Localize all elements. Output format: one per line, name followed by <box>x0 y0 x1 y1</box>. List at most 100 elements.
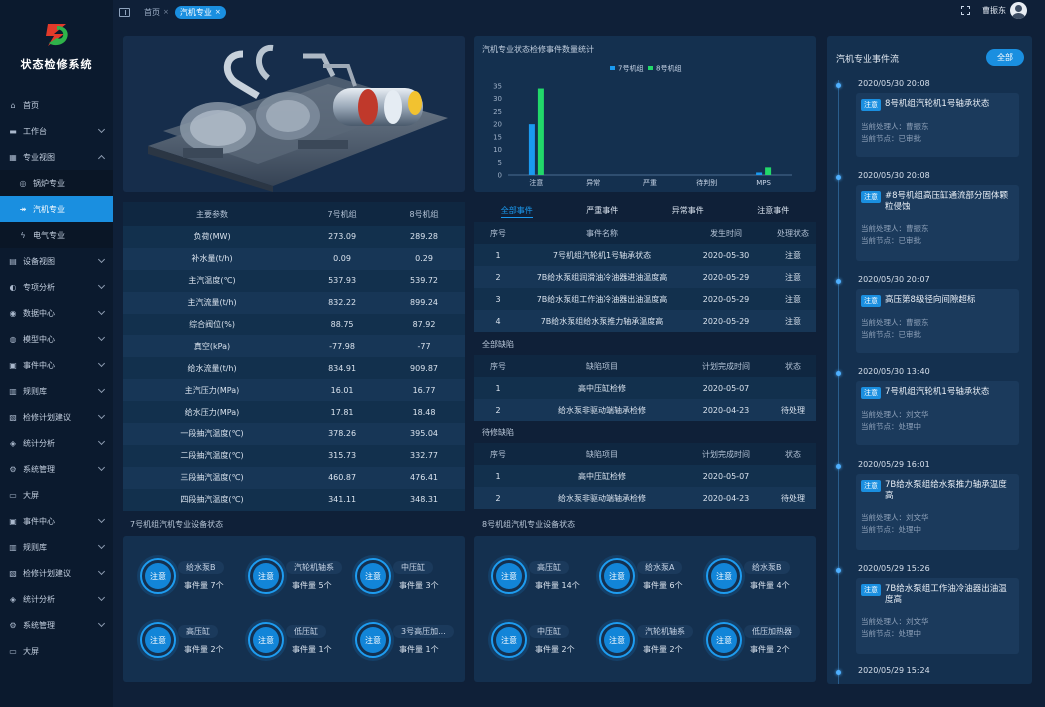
all-events-button[interactable]: 全部 <box>986 49 1024 66</box>
tab-severe-events[interactable]: 严重事件 <box>560 202 646 220</box>
table-row[interactable]: 2 给水泵非驱动端轴承检修 2020-04-23 待处理 <box>474 487 816 509</box>
chevron-down-icon <box>97 255 106 264</box>
sidebar-item-stats[interactable]: ◈ 统计分析 <box>0 430 113 456</box>
close-icon[interactable]: × <box>163 8 169 16</box>
event-date: 2020-05-29 <box>682 266 770 288</box>
device-status-item[interactable]: 注意 中压缸 事件量 2个 <box>491 622 591 662</box>
device-status-item[interactable]: 注意 汽轮机轴系 事件量 5个 <box>248 558 348 598</box>
pending-defects-panel: 序号 缺陷项目 计划完成时间 状态 1 高中压缸检修 2020-05-07 2 给水泵… <box>474 443 816 509</box>
event-time: 2020/05/30 20:08 <box>858 171 930 180</box>
param-value: 87.92 <box>383 313 465 336</box>
sidebar-item-model-center[interactable]: ◍ 模型中心 <box>0 326 113 352</box>
param-value: 273.09 <box>301 226 384 248</box>
y-tick-label: 25 <box>493 108 502 116</box>
username[interactable]: 曹振东 <box>982 6 1006 15</box>
param-name: 三段抽汽温度(℃) <box>123 466 302 489</box>
grid-icon: ▦ <box>9 152 17 162</box>
sidebar-item-big-screen[interactable]: ▭ 大屏 <box>0 482 113 508</box>
event-title: 7号机组汽轮机1号轴承状态 <box>885 387 990 397</box>
sidebar-item-boiler[interactable]: ◎ 锅炉专业 <box>0 170 113 196</box>
sidebar-item-event-center-2[interactable]: ▣ 事件中心 <box>0 508 113 534</box>
event-count: 事件量 14个 <box>535 581 580 590</box>
device-status-item[interactable]: 注意 给水泵A 事件量 6个 <box>599 558 699 598</box>
event-count: 事件量 5个 <box>292 581 332 590</box>
sidebar-item-workbench[interactable]: ▬ 工作台 <box>0 118 113 144</box>
event-card[interactable]: 注意 高压第8级径向间隙超标 当前处理人：曹振东 当前节点：已审批 <box>856 289 1019 353</box>
sidebar-item-system-2[interactable]: ⚙ 系统管理 <box>0 612 113 638</box>
avatar[interactable] <box>1010 2 1027 19</box>
event-count: 事件量 4个 <box>750 581 790 590</box>
close-icon[interactable]: × <box>214 8 221 16</box>
event-count: 事件量 1个 <box>292 645 332 654</box>
table-row: 真空(kPa) -77.98 -77 <box>123 335 465 358</box>
row-index: 3 <box>474 288 522 310</box>
table-row[interactable]: 2 给水泵非驱动端轴承检修 2020-04-23 待处理 <box>474 399 816 421</box>
tab-home[interactable]: 首页 × <box>144 7 169 18</box>
status-badge: 注意 <box>253 563 279 589</box>
tab-abnormal-events[interactable]: 异常事件 <box>645 202 731 220</box>
device-status-item[interactable]: 注意 低压缸 事件量 1个 <box>248 622 348 662</box>
sidebar-item-electrical[interactable]: ϟ 电气专业 <box>0 222 113 248</box>
event-card[interactable]: 注意 7B给水泵组给水泵推力轴承温度高 当前处理人：刘文华 当前节点：处理中 <box>856 474 1019 550</box>
column-header: 处理状态 <box>770 222 816 244</box>
status-ring: 注意 <box>599 558 635 594</box>
table-row[interactable]: 1 高中压缸检修 2020-05-07 <box>474 377 816 399</box>
event-card[interactable]: 注意 #8号机组高压缸通流部分固体颗粒侵蚀 当前处理人：曹振东 当前节点：已审批 <box>856 185 1019 261</box>
sidebar-item-turbine[interactable]: ↠ 汽机专业 <box>0 196 113 222</box>
sidebar-item-rules[interactable]: ▥ 规则库 <box>0 378 113 404</box>
table-row[interactable]: 3 7B给水泵组工作油冷油器出油温度高 2020-05-29 注意 <box>474 288 816 310</box>
sidebar-item-discipline-view[interactable]: ▦ 专业视图 <box>0 144 113 170</box>
sidebar-item-system[interactable]: ⚙ 系统管理 <box>0 456 113 482</box>
device-name: 高压缸 <box>529 561 569 574</box>
table-row[interactable]: 2 7B给水泵组润滑油冷油器进油温度高 2020-05-29 注意 <box>474 266 816 288</box>
device-status-item[interactable]: 注意 给水泵B 事件量 4个 <box>706 558 806 598</box>
sidebar-item-plan[interactable]: ▧ 检修计划建议 <box>0 404 113 430</box>
sidebar-item-analysis[interactable]: ◐ 专项分析 <box>0 274 113 300</box>
status-ring: 注意 <box>248 622 284 658</box>
app-logo <box>45 24 68 46</box>
rules-icon: ▥ <box>9 542 17 552</box>
sidebar-item-data-center[interactable]: ◉ 数据中心 <box>0 300 113 326</box>
sidebar-item-rules-2[interactable]: ▥ 规则库 <box>0 534 113 560</box>
chevron-down-icon <box>97 411 106 420</box>
logo-area: 状态检修系统 <box>0 0 113 92</box>
param-value: 539.72 <box>383 269 465 292</box>
legend-swatch <box>648 66 653 70</box>
lightning-icon: ϟ <box>20 230 26 240</box>
event-card[interactable]: 注意 7号机组汽轮机1号轴承状态 当前处理人：刘文华 当前节点：处理中 <box>856 381 1019 445</box>
status-badge: 注意 <box>711 627 737 653</box>
device-status-item[interactable]: 注意 低压加热器 事件量 2个 <box>706 622 806 662</box>
table-row[interactable]: 4 7B给水泵组给水泵推力轴承温度高 2020-05-29 注意 <box>474 310 816 332</box>
status-ring: 注意 <box>491 558 527 594</box>
table-row[interactable]: 1 7号机组汽轮机1号轴承状态 2020-05-30 注意 <box>474 244 816 266</box>
event-name: 7B给水泵组工作油冷油器出油温度高 <box>522 288 682 310</box>
x-tick-label: 待判别 <box>696 178 717 187</box>
sidebar-item-plan-2[interactable]: ▧ 检修计划建议 <box>0 560 113 586</box>
fullscreen-icon[interactable] <box>961 6 970 15</box>
sidebar-item-home[interactable]: ⌂ 首页 <box>0 92 113 118</box>
sidebar-item-device-view[interactable]: ▤ 设备视图 <box>0 248 113 274</box>
device-status-item[interactable]: 注意 高压缸 事件量 2个 <box>140 622 240 662</box>
event-count-chart: 7号机组 8号机组 0 5 10 15 20 25 30 35 注意 异常 严重 待判别 MPS <box>493 64 792 187</box>
device-status-item[interactable]: 注意 3号高压加... 事件量 1个 <box>355 622 455 662</box>
table-row[interactable]: 1 高中压缸检修 2020-05-07 <box>474 465 816 487</box>
event-card[interactable]: 注意 8号机组汽轮机1号轴承状态 当前处理人：曹振东 当前节点：已审批 <box>856 93 1019 157</box>
column-header: 7号机组 <box>301 202 384 226</box>
device-status-item[interactable]: 注意 汽轮机轴系 事件量 2个 <box>599 622 699 662</box>
event-title: 8号机组汽轮机1号轴承状态 <box>885 99 990 109</box>
sidebar-item-big-screen-2[interactable]: ▭ 大屏 <box>0 638 113 664</box>
event-stream-title: 汽机专业事件流 <box>836 55 900 65</box>
device-status-item[interactable]: 注意 高压缸事件量 14个 <box>491 558 591 598</box>
tab-turbine[interactable]: 汽机专业 × <box>174 5 226 19</box>
menu-toggle-icon[interactable] <box>119 7 130 17</box>
sidebar-item-stats-2[interactable]: ◈ 统计分析 <box>0 586 113 612</box>
event-card[interactable]: 注意 7B给水泵组工作油冷油器出油温度高 当前处理人：刘文华 当前节点：处理中 <box>856 578 1019 654</box>
chevron-down-icon <box>97 385 106 394</box>
defect-item: 给水泵非驱动端轴承检修 <box>522 487 682 509</box>
sidebar-item-event-center[interactable]: ▣ 事件中心 <box>0 352 113 378</box>
device-status-item[interactable]: 注意 中压缸 事件量 3个 <box>355 558 455 598</box>
device-status-item[interactable]: 注意 给水泵B 事件量 7个 <box>140 558 240 598</box>
status-badge: 注意 <box>711 563 737 589</box>
tab-all-events[interactable]: 全部事件 <box>474 202 560 220</box>
tab-attention-events[interactable]: 注意事件 <box>731 202 817 220</box>
